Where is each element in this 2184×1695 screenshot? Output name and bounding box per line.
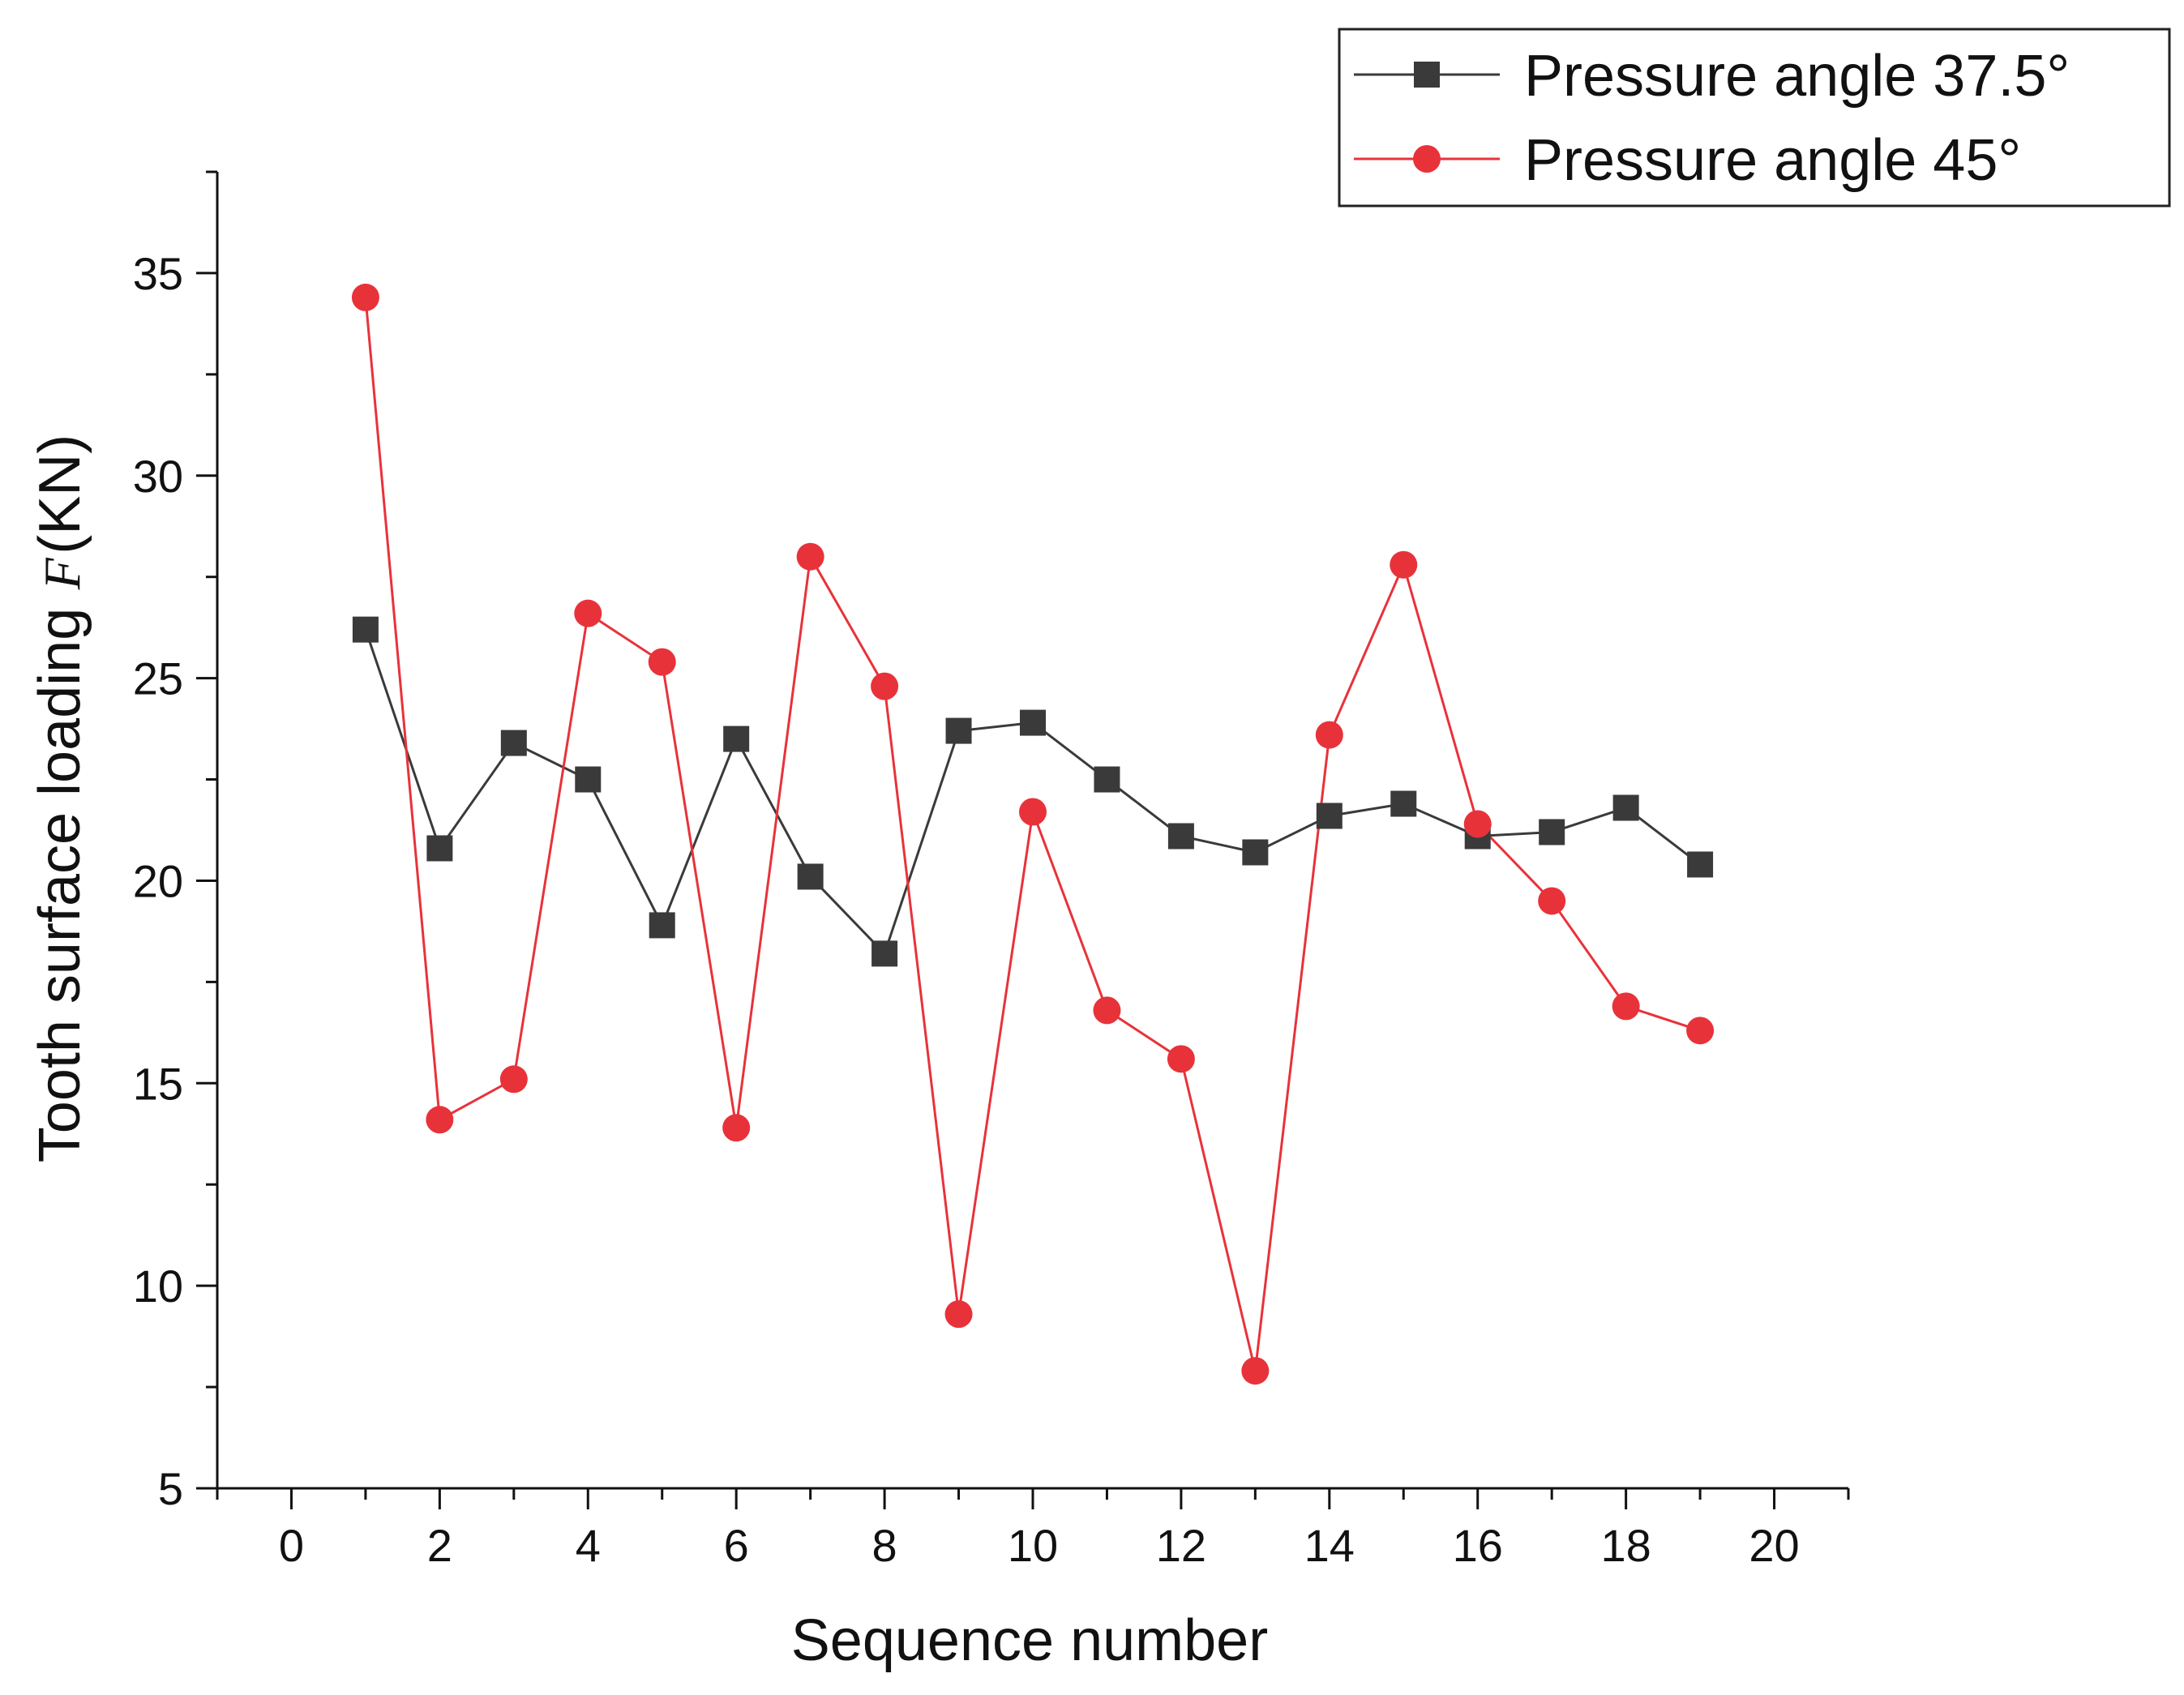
data-point-series-2 <box>1612 992 1640 1021</box>
data-point-series-1 <box>1390 790 1417 817</box>
data-point-series-2 <box>648 648 676 676</box>
data-point-series-1 <box>871 940 898 967</box>
data-point-series-1 <box>1316 803 1343 829</box>
data-point-series-1 <box>1612 794 1639 821</box>
data-point-series-2 <box>351 283 379 311</box>
x-tick-label: 0 <box>279 1520 304 1571</box>
data-point-series-2 <box>1686 1017 1715 1045</box>
data-point-series-1 <box>1539 819 1565 845</box>
x-axis-title: Sequence number <box>791 1608 1268 1673</box>
x-tick-label: 8 <box>872 1520 897 1571</box>
data-point-series-2 <box>1019 798 1047 826</box>
axes <box>216 172 1848 1490</box>
x-tick-label: 20 <box>1749 1520 1799 1571</box>
data-point-series-1 <box>352 616 379 643</box>
y-axis-title-unit: (KN) <box>28 434 92 554</box>
x-tick-label: 12 <box>1156 1520 1206 1571</box>
y-axis-title-text: Tooth surface loading <box>28 608 92 1162</box>
x-tick-label: 6 <box>724 1520 749 1571</box>
data-point-series-1 <box>1242 839 1269 866</box>
y-tick-label: 15 <box>133 1058 183 1109</box>
data-point-series-1 <box>797 863 824 890</box>
y-tick-label: 10 <box>133 1261 183 1312</box>
data-point-series-2 <box>871 672 899 700</box>
data-point-series-2 <box>1241 1357 1270 1385</box>
series-line-1 <box>364 629 1702 957</box>
data-point-series-2 <box>499 1065 528 1094</box>
data-point-series-2 <box>1093 996 1121 1025</box>
y-tick-label: 30 <box>133 451 183 502</box>
data-point-series-2 <box>426 1106 454 1134</box>
legend-marker-series-1 <box>1414 62 1440 88</box>
data-point-series-2 <box>1390 550 1418 579</box>
legend-label-series-2: Pressure angle 45° <box>1524 128 2021 193</box>
series-layer <box>351 283 1715 1385</box>
y-tick-label: 20 <box>133 855 183 906</box>
y-axis-title-variable: F <box>33 557 91 590</box>
data-point-series-1 <box>426 835 453 862</box>
x-tick-label: 14 <box>1304 1520 1355 1571</box>
y-tick-label: 5 <box>158 1463 183 1514</box>
data-point-series-1 <box>1167 823 1194 850</box>
data-point-series-2 <box>944 1300 973 1329</box>
data-point-series-1 <box>649 912 675 939</box>
data-point-series-2 <box>1538 887 1566 915</box>
legend-marker-series-2 <box>1413 145 1441 173</box>
data-point-series-1 <box>945 717 972 744</box>
data-point-series-2 <box>796 542 824 571</box>
x-tick-label: 10 <box>1008 1520 1058 1571</box>
data-point-series-2 <box>1167 1045 1195 1073</box>
x-tick-label: 4 <box>576 1520 601 1571</box>
data-point-series-1 <box>575 766 602 793</box>
x-tick-label: 16 <box>1453 1520 1503 1571</box>
data-point-series-1 <box>500 730 527 756</box>
data-point-series-1 <box>723 726 750 752</box>
legend-box <box>1338 28 2171 208</box>
data-point-series-2 <box>1463 810 1492 838</box>
legend-label-series-1: Pressure angle 37.5° <box>1524 44 2070 109</box>
data-point-series-2 <box>574 599 602 627</box>
data-point-series-2 <box>722 1114 751 1142</box>
x-tick-label: 18 <box>1600 1520 1651 1571</box>
data-point-series-1 <box>1687 851 1714 878</box>
x-tick-label: 2 <box>427 1520 452 1571</box>
data-point-series-2 <box>1315 721 1343 749</box>
legend: Pressure angle 37.5° Pressure angle 45° <box>1338 28 2171 208</box>
y-axis-title: Tooth surface loading F (KN) <box>28 434 92 1162</box>
ticks: 0 2 4 6 8 10 12 14 16 18 20 5 10 15 20 25 30 35 <box>133 170 1850 1571</box>
y-tick-label: 25 <box>133 653 183 704</box>
data-point-series-1 <box>1020 709 1046 736</box>
y-tick-label: 35 <box>133 248 183 299</box>
data-point-series-1 <box>1094 766 1120 793</box>
